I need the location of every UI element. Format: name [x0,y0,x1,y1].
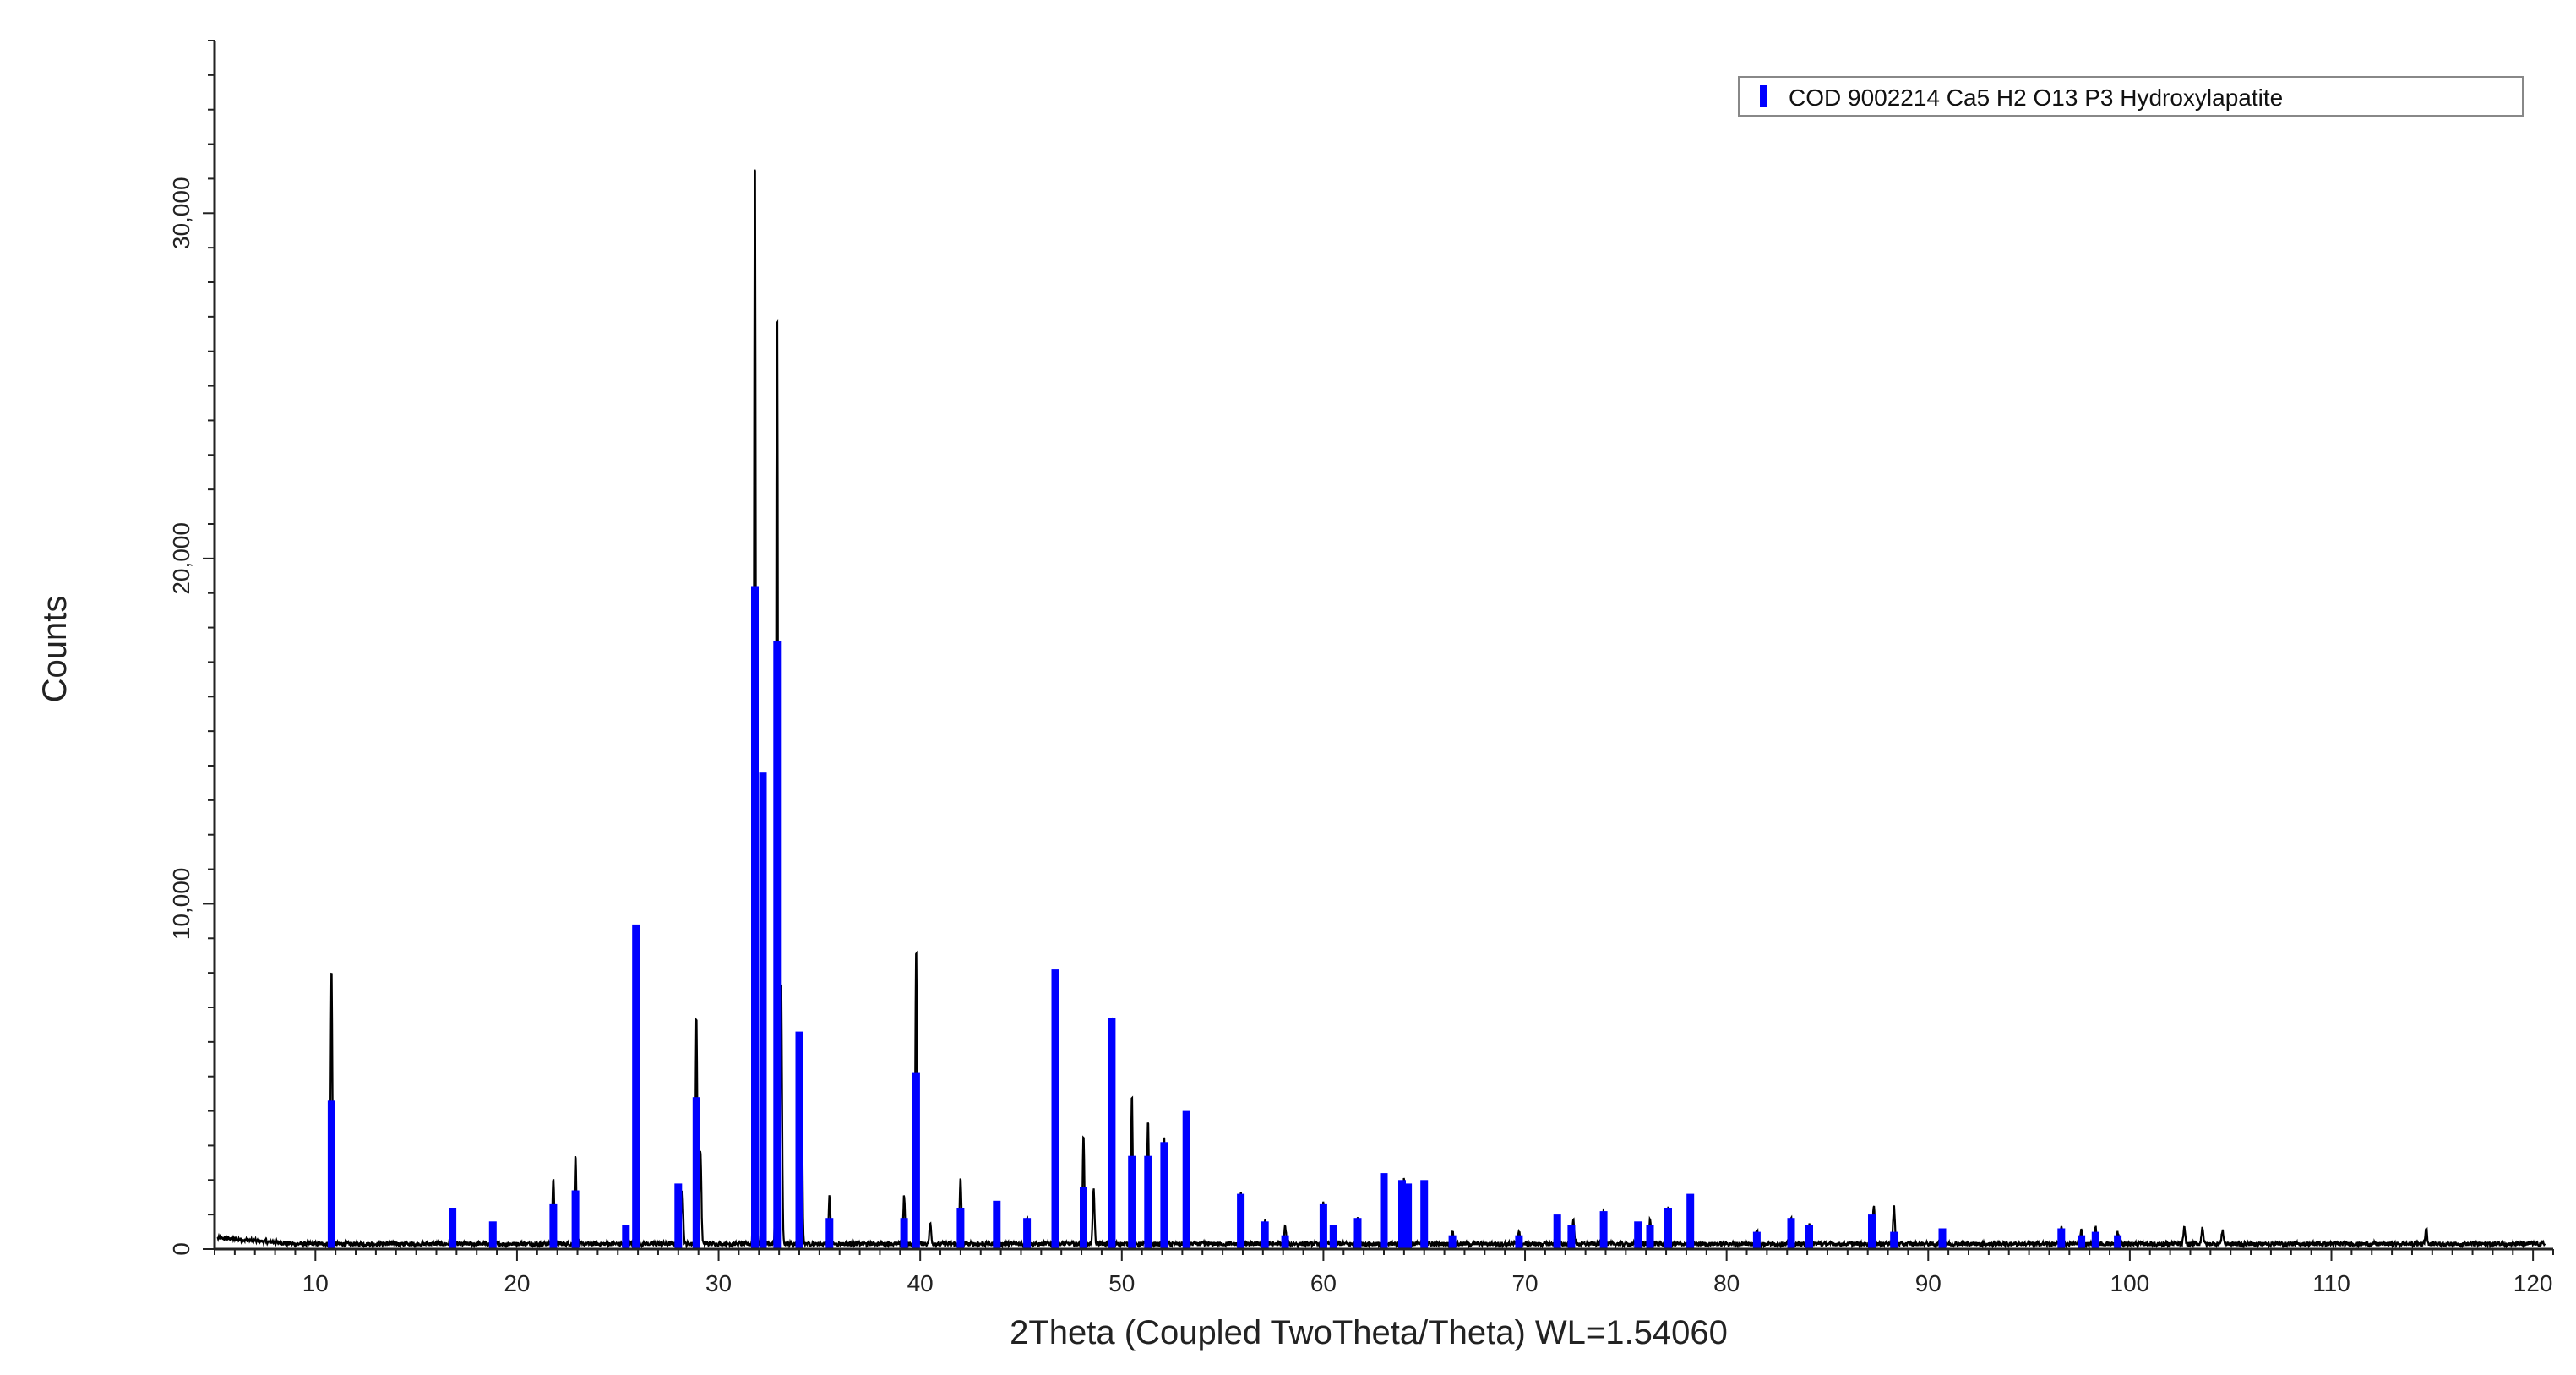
reference-stick [1144,1155,1152,1249]
reference-stick [1938,1228,1947,1249]
measured-pattern-line [216,169,2546,1250]
reference-stick [692,1097,700,1249]
reference-stick [1420,1180,1429,1249]
y-axis-title: Counts [36,596,74,703]
reference-stick [1380,1173,1388,1249]
x-tick-label: 110 [2312,1270,2350,1296]
reference-stick [1261,1221,1269,1249]
reference-stick [2057,1228,2066,1249]
reference-stick [1353,1218,1362,1249]
reference-stick [1567,1225,1576,1249]
reference-stick [1890,1231,1898,1249]
reference-stick [1868,1214,1876,1249]
reference-stick [751,586,759,1249]
reference-stick [1398,1180,1406,1249]
reference-stick [549,1203,558,1249]
reference-stick [1051,969,1059,1249]
y-tick-label: 10,000 [168,868,194,941]
reference-stick [1281,1235,1289,1249]
y-axis-ticks: 0 10,000 20,000 30,000 [168,40,215,1256]
reference-stick [449,1208,457,1249]
reference-stick [1646,1225,1654,1249]
reference-stick [912,1072,920,1249]
reference-stick [795,1031,803,1249]
legend: COD 9002214 Ca5 H2 O13 P3 Hydroxylapatit… [1738,76,2524,117]
reference-stick [1599,1211,1608,1249]
x-axis-ticks: 10 20 30 40 50 60 70 80 90 100 110 120 [214,1249,2554,1296]
x-tick-label: 30 [705,1270,732,1296]
reference-stick [1805,1225,1813,1249]
x-tick-label: 70 [1511,1270,1538,1296]
reference-stick [1319,1203,1327,1249]
x-axis-title: 2Theta (Coupled TwoTheta/Theta) WL=1.540… [1010,1314,1728,1351]
reference-stick [1160,1142,1168,1249]
plot-area [216,169,2546,1250]
x-tick-label: 90 [1915,1270,1942,1296]
reference-stick [632,924,640,1249]
reference-stick [488,1221,497,1249]
reference-stick [1128,1155,1136,1249]
x-tick-label: 50 [1108,1270,1135,1296]
reference-stick [1634,1221,1642,1249]
reference-stick [1404,1183,1413,1249]
reference-stick [1787,1218,1795,1249]
reference-stick [2078,1235,2086,1249]
x-tick-label: 120 [2513,1270,2553,1296]
reference-stick [327,1100,335,1249]
reference-stick [1664,1208,1672,1249]
reference-stick [674,1183,683,1249]
x-tick-label: 10 [302,1270,329,1296]
reference-stick [773,641,782,1249]
reference-stick [2114,1235,2122,1249]
reference-stick [1080,1187,1087,1249]
reference-stick [1448,1235,1457,1249]
reference-stick [900,1218,908,1249]
legend-box [1738,76,2524,117]
reference-stick [956,1208,965,1249]
reference-stick [1182,1110,1190,1249]
reference-stick [825,1218,834,1249]
y-tick-label: 0 [168,1242,194,1256]
y-tick-label: 20,000 [168,522,194,595]
legend-label: COD 9002214 Ca5 H2 O13 P3 Hydroxylapatit… [1789,85,2283,111]
reference-stick [1237,1193,1245,1249]
reference-stick [1553,1214,1561,1249]
axes: 10 20 30 40 50 60 70 80 90 100 110 120 0 10,000 20,00… [168,40,2554,1296]
reference-stick [622,1225,630,1249]
y-tick-label: 30,000 [168,177,194,249]
reference-stick [1023,1218,1032,1249]
reference-stick [1686,1193,1695,1249]
reference-stick [1108,1018,1116,1249]
x-tick-label: 60 [1310,1270,1337,1296]
x-tick-label: 20 [504,1270,530,1296]
x-tick-label: 40 [907,1270,934,1296]
reference-stick [1515,1235,1523,1249]
reference-stick [759,772,767,1249]
reference-stick [2091,1231,2099,1249]
reference-stick [571,1190,580,1249]
reference-stick [1329,1225,1337,1249]
legend-swatch [1760,85,1767,107]
reference-stick [1752,1231,1761,1249]
x-tick-label: 80 [1713,1270,1740,1296]
x-tick-label: 100 [2110,1270,2150,1296]
reference-stick [993,1200,1001,1249]
